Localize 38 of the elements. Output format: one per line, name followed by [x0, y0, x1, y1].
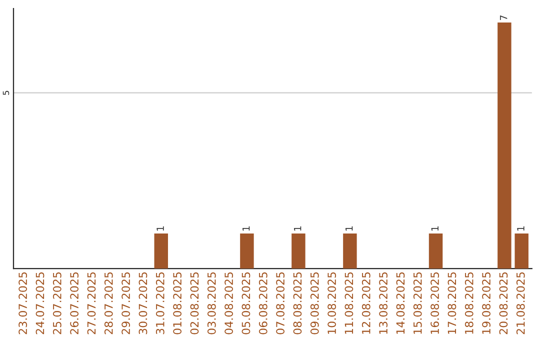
x-tick-label: 27.07.2025: [87, 272, 96, 334]
data-label: 1: [517, 226, 524, 231]
data-label: 1: [294, 226, 302, 231]
data-label: 1: [242, 226, 250, 231]
x-tick-label: 21.08.2025: [516, 272, 525, 334]
data-label: 1: [346, 226, 353, 231]
x-tick-label: 09.08.2025: [310, 272, 319, 334]
x-tick-label: 18.08.2025: [464, 272, 474, 334]
x-tick-label: 02.08.2025: [190, 272, 199, 334]
data-label: 7: [500, 15, 508, 20]
x-tick-label: 10.08.2025: [328, 272, 336, 334]
x-tick-label: 12.08.2025: [362, 272, 370, 334]
x-tick-label: 23.07.2025: [18, 272, 28, 334]
x-tick-label: 30.07.2025: [138, 272, 148, 334]
x-tick-label: 16.08.2025: [430, 272, 439, 334]
x-tick-label: 26.07.2025: [70, 272, 79, 334]
x-tick-label: 11.08.2025: [344, 272, 354, 334]
x-tick-label: 14.08.2025: [396, 272, 405, 334]
x-tick-label: 05.08.2025: [242, 272, 250, 334]
x-tick-label: 08.08.2025: [293, 272, 302, 334]
x-tick-label: 17.08.2025: [448, 272, 456, 334]
x-tick-label: 07.08.2025: [276, 272, 285, 334]
x-tick-label: 15.08.2025: [413, 272, 422, 334]
x-tick-label: 24.07.2025: [36, 272, 44, 334]
x-tick-label: 25.07.2025: [52, 272, 62, 334]
x-tick-label: 20.08.2025: [499, 272, 508, 334]
x-tick-label: 28.07.2025: [104, 272, 113, 334]
x-tick-label: 04.08.2025: [224, 272, 234, 334]
x-tick-label: 06.08.2025: [258, 272, 268, 334]
x-tick-label: 13.08.2025: [379, 272, 388, 334]
x-tick-label: 31.07.2025: [156, 272, 164, 334]
x-tick-label: 01.08.2025: [173, 272, 182, 334]
y-tick-label: 5: [2, 90, 10, 95]
data-label: 1: [156, 226, 164, 231]
x-tick-label: 29.07.2025: [122, 272, 130, 334]
x-tick-label: 03.08.2025: [207, 272, 216, 334]
data-label: 1: [431, 226, 438, 231]
x-tick-label: 19.08.2025: [482, 272, 490, 334]
